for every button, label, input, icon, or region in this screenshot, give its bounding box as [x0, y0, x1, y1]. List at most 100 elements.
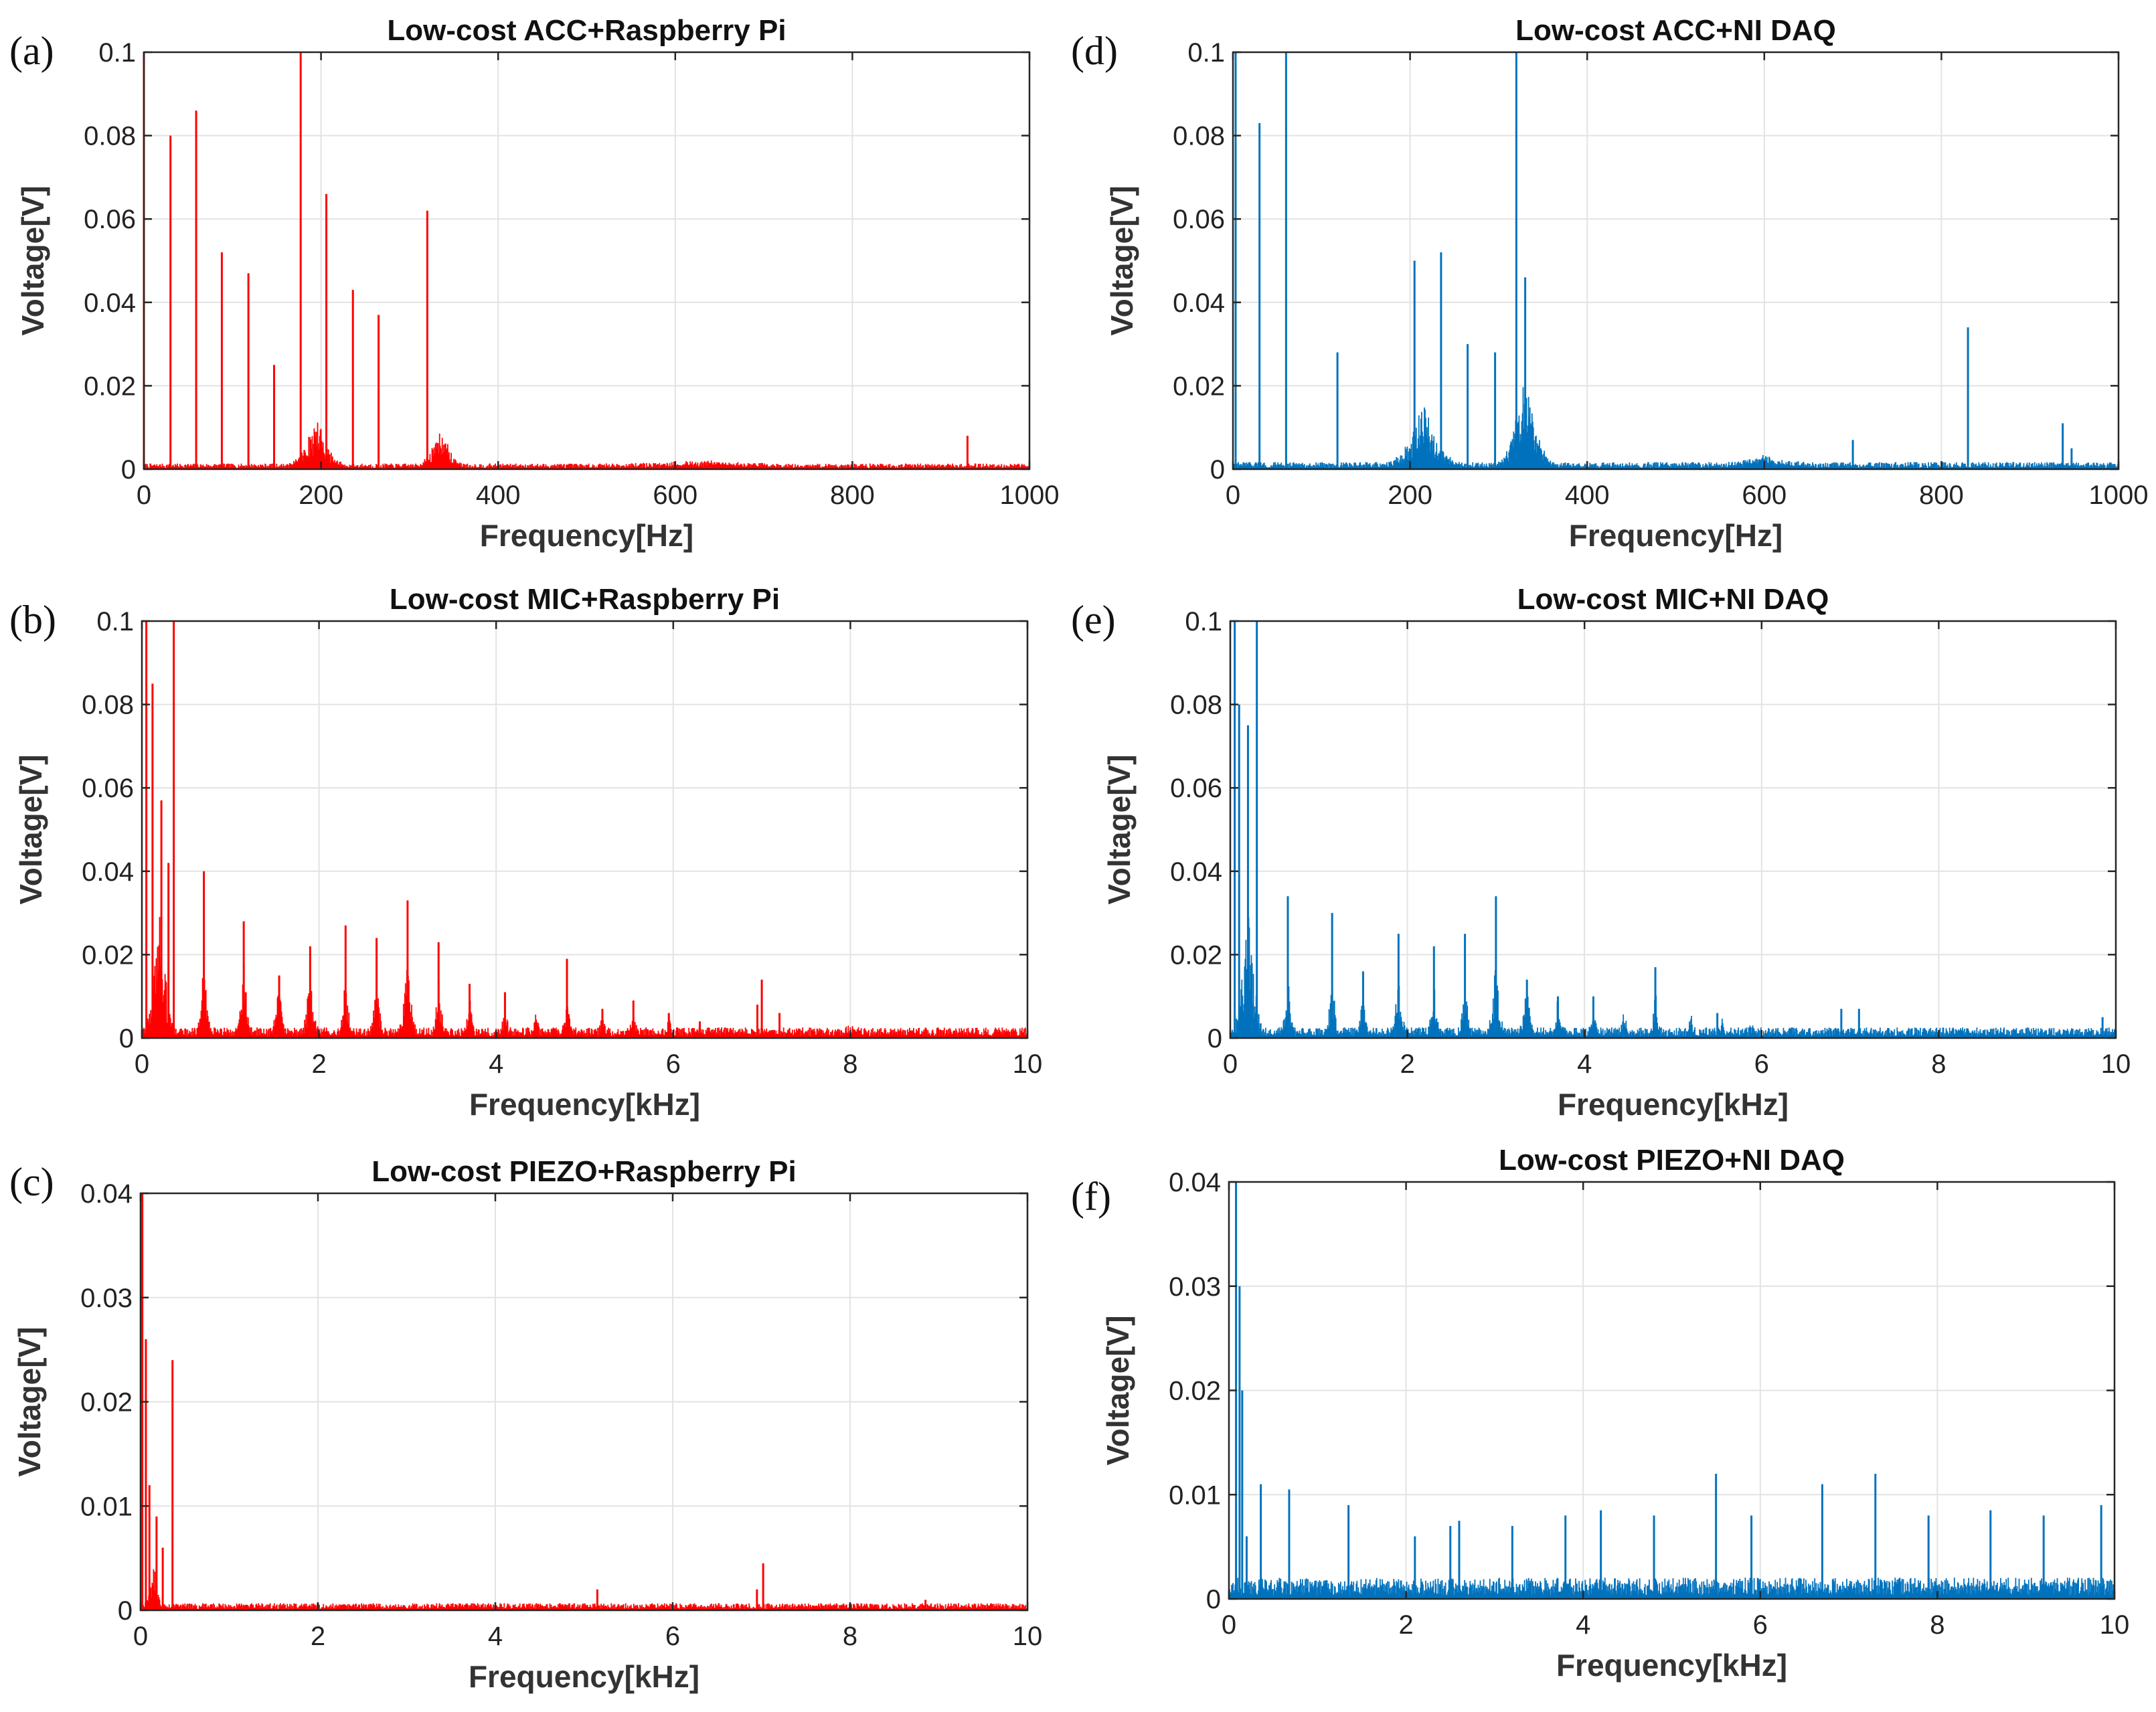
x-tick-label: 8 — [1930, 1610, 1944, 1640]
chart-title: Low-cost ACC+NI DAQ — [1515, 14, 1836, 47]
plot-area — [1233, 52, 2119, 469]
y-tick-label: 0 — [1208, 1024, 1222, 1053]
grid — [1233, 52, 2119, 469]
y-tick-label: 0.1 — [96, 607, 134, 636]
x-axis-label: Frequency[Hz] — [1569, 518, 1782, 553]
plot-area — [1230, 621, 2116, 1038]
x-axis-label: Frequency[kHz] — [469, 1087, 700, 1122]
y-tick-label: 0 — [121, 455, 136, 485]
y-tick-label: 0.08 — [84, 122, 136, 151]
x-axis-label: Frequency[kHz] — [469, 1659, 699, 1694]
panel-letter: (f) — [1071, 1175, 1111, 1219]
y-tick-label: 0 — [1206, 1585, 1221, 1614]
x-tick-label: 0 — [133, 1622, 148, 1651]
x-tick-label: 8 — [843, 1049, 857, 1079]
spectrum-peaks — [1234, 52, 2073, 469]
y-axis-label: Voltage[V] — [12, 1326, 47, 1476]
x-axis-label: Frequency[kHz] — [1556, 1648, 1787, 1683]
x-tick-label: 1000 — [1000, 481, 1060, 510]
grid — [1230, 621, 2116, 1038]
panel-b: 0 2 4 6 8 10 0 0.02 0.04 0.06 0.08 0.1 Low-cost MIC+… — [9, 583, 1042, 1122]
panel-f: 0 2 4 6 8 10 0 0.01 0.02 0.03 0.04 Low-cost PIEZO+N… — [1071, 1144, 2129, 1683]
axes-frame — [143, 51, 1031, 470]
y-tick-label: 0.02 — [80, 1388, 133, 1418]
panel-e: 0 2 4 6 8 10 0 0.02 0.04 0.06 0.08 0.1 Low-cost MIC+… — [1071, 583, 2131, 1122]
y-tick-label: 0.03 — [80, 1284, 133, 1313]
y-tick-label: 0.03 — [1169, 1272, 1221, 1302]
y-tick-label: 0.06 — [84, 205, 136, 234]
y-tick-label: 0.02 — [82, 940, 134, 970]
x-tick-label: 800 — [830, 481, 875, 510]
y-tick-label: 0.01 — [1169, 1480, 1221, 1510]
axes-frame — [1232, 51, 2120, 470]
x-tick-label: 4 — [1576, 1610, 1590, 1640]
x-tick-label: 200 — [299, 481, 343, 510]
x-tick-label: 10 — [2100, 1610, 2130, 1640]
spectrum-peaks — [145, 621, 781, 1038]
x-tick-label: 800 — [1919, 481, 1964, 510]
y-tick-label: 0.04 — [1169, 1168, 1221, 1197]
x-tick-label: 0 — [135, 1049, 149, 1079]
y-tick-label: 0.08 — [1170, 691, 1222, 720]
chart-title: Low-cost ACC+Raspberry Pi — [387, 14, 786, 47]
x-tick-label: 10 — [1013, 1049, 1043, 1079]
y-tick-label: 0.08 — [1173, 122, 1225, 151]
chart-title: Low-cost PIEZO+NI DAQ — [1499, 1144, 1845, 1177]
x-tick-label: 600 — [1742, 481, 1787, 510]
x-tick-label: 600 — [653, 481, 697, 510]
x-tick-label: 400 — [476, 481, 521, 510]
y-tick-label: 0.01 — [80, 1492, 133, 1521]
y-tick-label: 0.06 — [82, 774, 134, 803]
x-tick-label: 10 — [1013, 1622, 1043, 1651]
y-tick-label: 0 — [1210, 455, 1225, 485]
x-tick-label: 0 — [1222, 1610, 1236, 1640]
grid — [1229, 1182, 2114, 1599]
x-tick-label: 4 — [488, 1622, 503, 1651]
x-tick-label: 6 — [1754, 1049, 1769, 1079]
panel-d: 0 200 400 600 800 1000 0 0.02 0.04 0.06 0.08 0.1 Low… — [1071, 14, 2148, 553]
x-tick-label: 6 — [1753, 1610, 1768, 1640]
panel-letter: (a) — [9, 29, 54, 73]
spectrum-peaks — [1234, 621, 2104, 1038]
y-tick-label: 0.04 — [1173, 288, 1225, 318]
x-tick-label: 0 — [1226, 481, 1240, 510]
y-axis-label: Voltage[V] — [1100, 1315, 1135, 1465]
x-tick-label: 2 — [1400, 1049, 1414, 1079]
y-tick-label: 0.1 — [1187, 38, 1225, 68]
y-axis-label: Voltage[V] — [1102, 754, 1137, 904]
y-axis-label: Voltage[V] — [1104, 185, 1139, 335]
panel-letter: (e) — [1071, 598, 1116, 642]
y-axis-label: Voltage[V] — [15, 185, 50, 335]
chart-title: Low-cost MIC+NI DAQ — [1517, 583, 1829, 616]
y-tick-label: 0.04 — [80, 1179, 133, 1209]
x-axis-label: Frequency[Hz] — [480, 518, 693, 553]
y-tick-label: 0.04 — [84, 288, 136, 318]
y-tick-label: 0.06 — [1173, 205, 1225, 234]
panel-c: 0 2 4 6 8 10 0 0.01 0.02 0.03 0.04 Low-cost PIEZO+R… — [9, 1155, 1042, 1694]
x-tick-label: 8 — [1931, 1049, 1946, 1079]
x-tick-label: 2 — [311, 1049, 326, 1079]
y-tick-label: 0.1 — [1185, 607, 1222, 636]
grid — [144, 52, 1029, 469]
y-tick-label: 0.02 — [1170, 940, 1222, 970]
x-tick-label: 2 — [1398, 1610, 1413, 1640]
panel-a: 0 200 400 600 800 1000 0 0.02 0.04 0.06 0.08 0.1 Low… — [9, 14, 1059, 553]
panel-letter: (d) — [1071, 29, 1118, 73]
x-tick-label: 6 — [666, 1049, 681, 1079]
x-tick-label: 0 — [137, 481, 151, 510]
y-tick-label: 0.02 — [84, 371, 136, 401]
panel-letter: (c) — [9, 1160, 54, 1204]
axes-frame — [141, 620, 1029, 1039]
plot-area — [144, 52, 1029, 469]
x-tick-label: 8 — [843, 1622, 857, 1651]
x-tick-label: 6 — [665, 1622, 680, 1651]
y-tick-label: 0.04 — [82, 857, 134, 887]
x-tick-label: 4 — [489, 1049, 503, 1079]
x-tick-label: 400 — [1565, 481, 1610, 510]
panel-letter: (b) — [9, 598, 56, 642]
axes-frame — [1229, 620, 2117, 1039]
y-axis-label: Voltage[V] — [13, 754, 48, 904]
y-tick-label: 0.04 — [1170, 857, 1222, 887]
chart-title: Low-cost PIEZO+Raspberry Pi — [371, 1155, 797, 1188]
